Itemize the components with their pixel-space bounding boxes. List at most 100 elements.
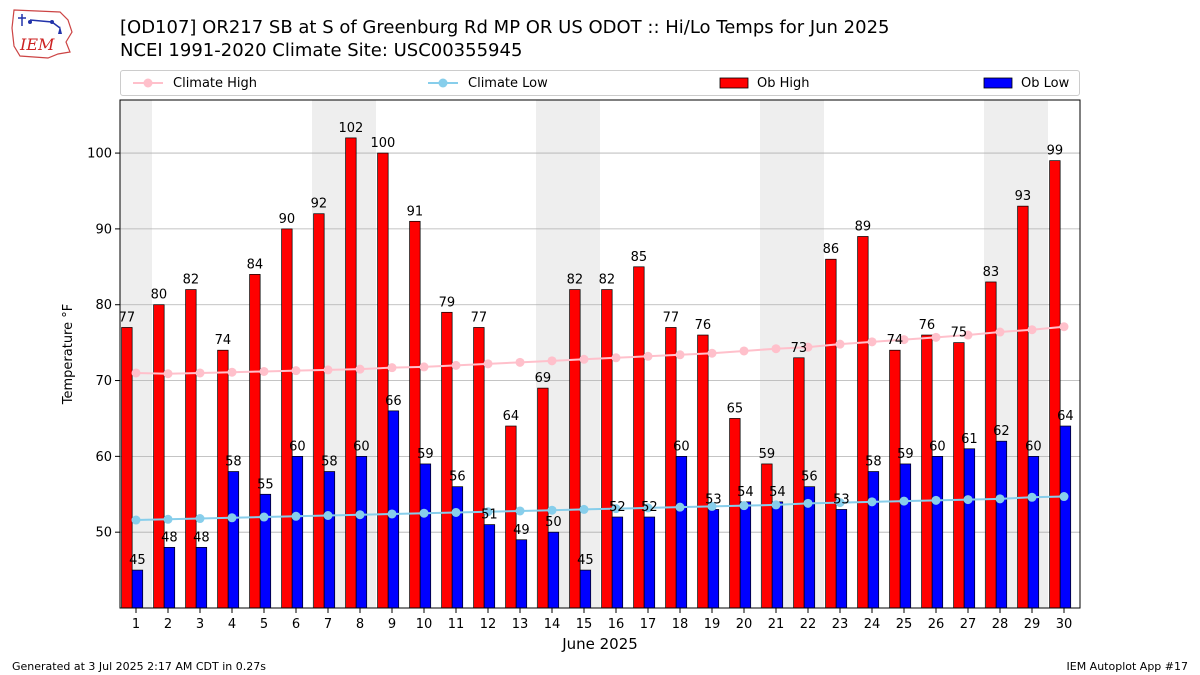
ob-high-label: 77: [119, 310, 136, 325]
ob-low-swatch: [983, 77, 1013, 89]
climate-high-point: [259, 366, 269, 376]
climate-low-point: [611, 504, 621, 514]
climate-low-point: [419, 508, 429, 518]
ob-low-bar: [579, 569, 592, 609]
ob-high-label: 75: [951, 326, 968, 341]
x-tick-label: 21: [768, 617, 785, 632]
ob-high-bar: [345, 137, 357, 609]
climate-high-point: [771, 344, 781, 354]
ob-high-bar: [537, 387, 549, 609]
gridlines: [120, 152, 1080, 533]
iem-logo-graphic: IEM: [11, 9, 73, 59]
iem-logo: IEM: [8, 6, 80, 60]
ob-low-bar: [771, 501, 784, 609]
x-tick-label: 20: [736, 617, 753, 632]
climate-low-point: [995, 494, 1005, 504]
climate-low-point: [387, 509, 397, 519]
ob-low-label: 49: [513, 523, 530, 538]
climate-high-point: [611, 353, 621, 363]
legend: Climate High Climate Low Ob High Ob Low: [120, 70, 1080, 96]
climate-low-point: [963, 495, 973, 505]
climate-high-point: [195, 368, 205, 378]
climate-high-point: [483, 359, 493, 369]
legend-label-ob-high: Ob High: [757, 75, 810, 91]
climate-low-point: [547, 505, 557, 515]
ob-high-bar: [633, 266, 645, 609]
ob-high-bar: [697, 334, 709, 609]
climate-high-point: [291, 366, 301, 376]
ob-high-bar: [441, 311, 453, 609]
x-tick-label: 14: [544, 617, 561, 632]
ob-low-bar: [835, 509, 848, 609]
x-tick-label: 3: [196, 617, 204, 632]
ob-low-bar: [611, 516, 624, 609]
ob-high-bar: [409, 220, 421, 609]
ob-low-bar: [643, 516, 656, 609]
y-axis-label: Temperature °F: [61, 304, 76, 405]
ob-low-label: 45: [577, 553, 594, 568]
ob-low-label: 55: [257, 477, 274, 492]
ob-low-bar: [931, 456, 944, 609]
ob-low-label: 53: [833, 492, 850, 507]
x-tick-label: 29: [1024, 617, 1041, 632]
ob-low-label: 60: [673, 439, 690, 454]
ob-low-label: 48: [161, 530, 178, 545]
ob-low-bar: [483, 524, 496, 609]
climate-high-point: [227, 367, 237, 377]
climate-high-point: [675, 350, 685, 360]
x-tick-label: 4: [228, 617, 236, 632]
x-tick-label: 16: [608, 617, 625, 632]
logo-text: IEM: [19, 35, 55, 54]
climate-high-point: [515, 357, 525, 367]
bar-labels: 77 45 80 48 82 48 74 58 84 55 90 60 92 58 102 60 100 66 91…: [119, 121, 1074, 568]
ob-low-label: 62: [993, 424, 1010, 439]
x-tick-label: 18: [672, 617, 689, 632]
climate-high-point: [931, 332, 941, 342]
ob-high-label: 91: [407, 204, 424, 219]
ob-low-label: 61: [961, 432, 978, 447]
ob-low-bar: [259, 493, 272, 609]
ob-high-bar: [185, 289, 197, 609]
climate-high-point: [323, 365, 333, 375]
ob-high-bar: [249, 274, 261, 609]
x-tick-label: 25: [896, 617, 913, 632]
climate-low-point: [643, 503, 653, 513]
climate-high-point: [419, 362, 429, 372]
ob-low-label: 56: [801, 470, 818, 485]
climate-high-point: [739, 346, 749, 356]
ob-low-bar: [707, 509, 720, 609]
ob-high-label: 99: [1047, 144, 1064, 159]
ob-low-label: 54: [769, 485, 786, 500]
climate-low-point: [195, 514, 205, 524]
ob-low-label: 60: [289, 439, 306, 454]
ob-low-label: 53: [705, 492, 722, 507]
plot-frame: [119, 99, 1081, 609]
ob-low-label: 60: [353, 439, 370, 454]
ob-low-bar: [515, 539, 528, 609]
climate-low-point: [515, 506, 525, 516]
ob-high-label: 83: [983, 265, 1000, 280]
ob-low-label: 58: [865, 455, 882, 470]
climate-low-point: [1027, 492, 1037, 502]
ob-low-bar: [227, 471, 240, 609]
climate-low-point: [931, 495, 941, 505]
climate-high-point: [707, 348, 717, 358]
climate-low-point: [131, 515, 141, 525]
ob-high-bar: [985, 281, 997, 609]
y-tick-label: 90: [95, 222, 112, 237]
ob-low-bar: [451, 486, 464, 609]
climate-low-point: [739, 501, 749, 511]
climate-low-point: [707, 501, 717, 511]
climate-high-point: [995, 327, 1005, 337]
climate-low-point: [579, 504, 589, 514]
climate-low-point: [451, 507, 461, 517]
legend-label-climate-high: Climate High: [173, 75, 258, 91]
ob-high-label: 59: [759, 447, 776, 462]
ob-low-bar: [675, 456, 688, 609]
climate-low-point: [867, 497, 877, 507]
x-tick-label: 9: [388, 617, 396, 632]
x-tick-label: 30: [1056, 617, 1073, 632]
x-tick-label: 7: [324, 617, 332, 632]
ob-low-bar: [355, 456, 368, 609]
